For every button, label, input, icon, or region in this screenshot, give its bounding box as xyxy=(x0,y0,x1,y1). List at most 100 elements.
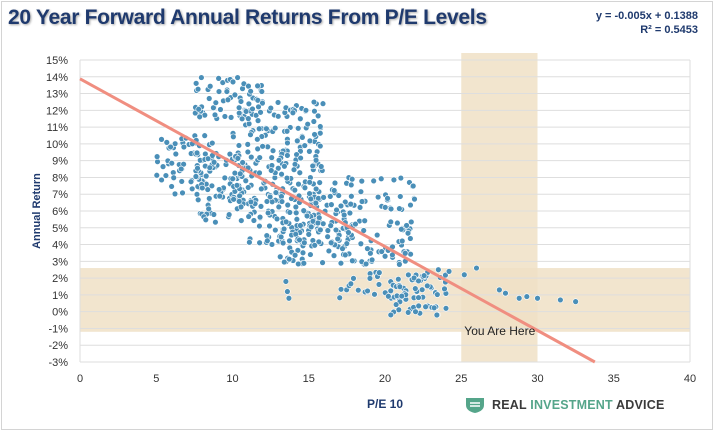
data-point xyxy=(273,215,281,223)
data-point xyxy=(281,163,288,170)
data-point xyxy=(304,120,311,128)
data-point xyxy=(254,136,261,143)
data-point xyxy=(179,189,186,197)
data-point xyxy=(347,280,355,287)
data-point xyxy=(404,230,412,237)
data-point xyxy=(226,150,234,158)
data-point xyxy=(300,207,307,214)
data-point xyxy=(384,195,391,202)
data-point xyxy=(227,114,235,121)
data-point xyxy=(238,217,245,224)
data-point xyxy=(301,142,308,149)
data-point xyxy=(340,211,348,219)
data-point xyxy=(435,266,442,273)
data-point xyxy=(268,154,275,161)
data-point xyxy=(256,239,263,246)
data-point xyxy=(357,188,365,195)
data-point xyxy=(342,251,349,259)
data-point xyxy=(308,223,315,231)
data-point xyxy=(299,249,307,256)
data-point xyxy=(293,216,301,223)
data-point xyxy=(257,203,265,210)
data-point xyxy=(430,304,438,311)
data-point xyxy=(303,212,311,220)
data-point xyxy=(356,204,364,211)
data-point xyxy=(296,169,304,176)
data-point xyxy=(158,136,165,143)
data-point xyxy=(234,155,242,162)
data-point xyxy=(221,174,228,182)
data-point xyxy=(311,107,318,115)
data-point xyxy=(378,248,385,255)
data-point xyxy=(194,165,201,172)
data-point xyxy=(346,209,354,217)
you-are-here-label: You Are Here xyxy=(464,324,535,338)
data-point xyxy=(199,184,206,192)
data-point xyxy=(284,139,291,147)
x-tick-label: 40 xyxy=(684,373,696,385)
data-point xyxy=(294,137,301,145)
data-point xyxy=(275,157,283,164)
data-point xyxy=(275,113,282,120)
data-point xyxy=(281,258,288,266)
data-point xyxy=(407,235,414,242)
data-point xyxy=(395,275,402,283)
data-point xyxy=(225,211,233,218)
y-tick-label: -2% xyxy=(48,340,68,352)
data-point xyxy=(396,205,403,212)
trend-equation-formula: y = -0.005x + 0.1388 xyxy=(595,10,698,22)
y-tick-label: 0% xyxy=(52,307,68,319)
data-point xyxy=(297,154,304,162)
data-point xyxy=(237,203,245,211)
data-point xyxy=(258,185,265,193)
data-point xyxy=(211,111,219,119)
data-point xyxy=(295,260,302,268)
y-axis-label: Annual Return xyxy=(31,173,43,249)
data-point xyxy=(192,80,200,87)
data-point xyxy=(259,143,266,150)
data-point xyxy=(283,174,291,182)
data-point xyxy=(331,179,339,187)
data-point xyxy=(168,159,175,167)
x-axis-label: P/E 10 xyxy=(367,397,403,411)
y-tick-label: -1% xyxy=(48,323,68,335)
data-point xyxy=(534,295,541,302)
y-tick-label: 1% xyxy=(52,290,68,302)
data-point xyxy=(324,227,332,234)
data-point xyxy=(236,192,243,200)
data-point xyxy=(397,174,405,182)
data-point xyxy=(403,222,410,229)
data-point xyxy=(299,134,306,141)
data-point xyxy=(306,148,313,155)
data-point xyxy=(366,275,374,282)
data-point xyxy=(209,139,216,147)
y-tick-label: 14% xyxy=(46,72,68,84)
data-point xyxy=(352,220,359,228)
data-point xyxy=(412,285,419,292)
data-point xyxy=(317,226,324,234)
data-point xyxy=(407,201,414,209)
data-point xyxy=(284,201,291,209)
data-point xyxy=(399,237,406,245)
data-point xyxy=(267,104,274,112)
x-tick-label: 5 xyxy=(153,373,159,385)
highlight-bands xyxy=(80,53,690,362)
data-point xyxy=(396,261,403,268)
data-point xyxy=(256,169,263,177)
data-point xyxy=(236,109,243,117)
data-point xyxy=(331,187,338,194)
data-point xyxy=(375,281,383,288)
data-point xyxy=(258,88,266,95)
y-tick-label: 5% xyxy=(52,223,68,235)
data-point xyxy=(275,203,283,211)
data-point xyxy=(266,193,274,201)
data-point xyxy=(193,191,201,198)
data-point xyxy=(302,107,310,114)
data-point xyxy=(306,179,313,186)
data-point xyxy=(368,256,376,264)
data-point xyxy=(216,192,223,200)
data-point xyxy=(178,178,185,185)
data-point xyxy=(336,294,343,301)
data-point xyxy=(407,250,414,258)
data-point xyxy=(318,163,325,170)
